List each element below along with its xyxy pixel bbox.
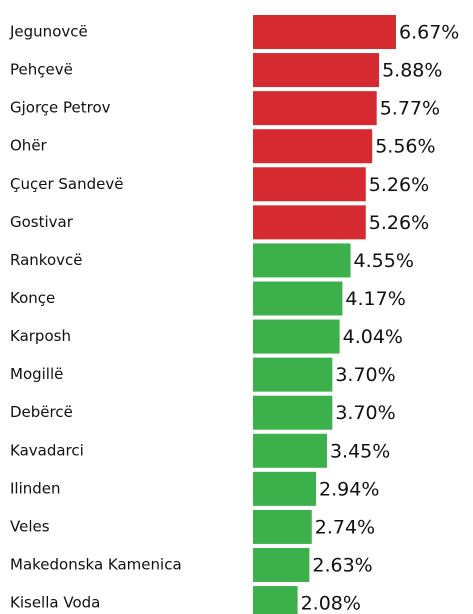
bar bbox=[253, 586, 298, 614]
bar bbox=[253, 53, 380, 88]
bar bbox=[253, 319, 340, 354]
value-label: 6.67% bbox=[399, 22, 459, 44]
bar bbox=[253, 281, 343, 316]
value-label: 5.77% bbox=[380, 98, 440, 120]
category-label: Ilinden bbox=[10, 479, 61, 497]
bar bbox=[253, 509, 312, 544]
category-label: Çuçer Sandevë bbox=[10, 175, 123, 193]
value-label: 2.94% bbox=[319, 478, 379, 500]
value-label: 2.08% bbox=[301, 593, 361, 614]
category-label: Kisella Voda bbox=[10, 594, 100, 612]
category-label: Kavadarci bbox=[10, 441, 84, 459]
category-label: Karposh bbox=[10, 327, 71, 345]
category-label: Pehçevë bbox=[10, 61, 73, 79]
bar bbox=[253, 15, 396, 49]
bar bbox=[253, 129, 373, 164]
bar bbox=[253, 471, 317, 506]
category-label: Konçe bbox=[10, 289, 55, 307]
category-label: Gostivar bbox=[10, 213, 74, 231]
value-label: 4.55% bbox=[354, 250, 414, 272]
value-label: 3.70% bbox=[335, 364, 395, 386]
value-label: 3.70% bbox=[335, 402, 395, 424]
bar bbox=[253, 243, 351, 278]
value-label: 5.56% bbox=[375, 136, 435, 158]
category-label: Gjorçe Petrov bbox=[10, 99, 111, 117]
category-label: Veles bbox=[10, 517, 50, 535]
value-label: 2.74% bbox=[315, 516, 375, 538]
bar bbox=[253, 433, 327, 468]
value-label: 5.26% bbox=[369, 212, 429, 234]
category-label: Ohër bbox=[10, 137, 48, 155]
value-label: 5.88% bbox=[382, 60, 442, 82]
category-label: Debërcë bbox=[10, 403, 73, 421]
value-label: 3.45% bbox=[330, 440, 390, 462]
value-label: 2.63% bbox=[312, 554, 372, 576]
bar bbox=[253, 547, 310, 582]
bar bbox=[253, 205, 366, 240]
value-label: 5.26% bbox=[369, 174, 429, 196]
bar bbox=[253, 91, 377, 126]
value-label: 4.04% bbox=[343, 326, 403, 348]
category-label: Makedonska Kamenica bbox=[10, 555, 182, 573]
bar bbox=[253, 357, 333, 392]
category-label: Jegunovcë bbox=[9, 23, 88, 41]
category-label: Mogillë bbox=[10, 365, 63, 383]
bar bbox=[253, 167, 366, 202]
bar bbox=[253, 395, 333, 430]
value-label: 4.17% bbox=[345, 288, 405, 310]
category-label: Rankovcë bbox=[10, 251, 82, 269]
